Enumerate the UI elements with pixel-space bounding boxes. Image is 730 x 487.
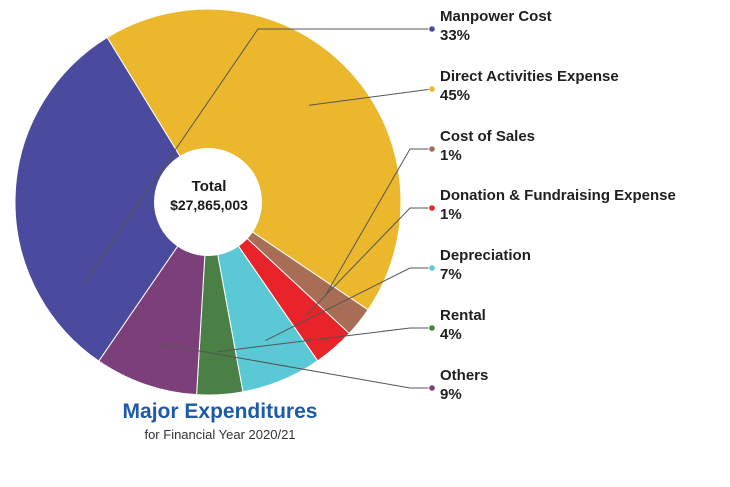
- leader-line-depreciation: [265, 267, 432, 342]
- slice-direct-activities-expense: [106, 8, 402, 311]
- leader-line-rental: [217, 327, 432, 353]
- legend-marker-direct-activities-expense: [428, 85, 436, 93]
- legend-label: Depreciation: [440, 247, 531, 264]
- leader-line-manpower-cost: [82, 28, 432, 286]
- legend-marker-donation-and-fundraising-expense: [428, 204, 436, 212]
- center-label: Total: [191, 178, 227, 195]
- legend-percent: 1%: [440, 206, 462, 223]
- legend-label: Cost of Sales: [440, 128, 536, 145]
- legend-label: Rental: [440, 307, 486, 324]
- leader-line-others: [159, 343, 432, 389]
- legend-percent: 45%: [440, 87, 471, 104]
- legend-item-manpower-cost: Manpower Cost 33%: [440, 7, 552, 46]
- leader-lines-layer: [82, 25, 436, 392]
- legend-percent: 7%: [440, 266, 462, 283]
- legend-percent: 9%: [440, 386, 462, 403]
- slice-manpower-cost: [14, 36, 209, 362]
- legend-item-direct-activities-expense: Direct Activities Expense 45%: [440, 67, 619, 106]
- legend-item-donation-fundraising-expense: Donation & Fundraising Expense 1%: [440, 186, 676, 225]
- leader-line-donation-and-fundraising-expense: [305, 207, 432, 316]
- legend-percent: 4%: [440, 326, 462, 343]
- legend-percent: 33%: [440, 27, 471, 44]
- legend-label: Manpower Cost: [440, 8, 552, 25]
- legend-label: Donation & Fundraising Expense: [440, 187, 676, 204]
- legend-marker-manpower-cost: [428, 25, 436, 33]
- donut-hole: [154, 148, 262, 256]
- center-total-value: $27,865,003: [170, 197, 248, 213]
- legend-marker-depreciation: [428, 264, 436, 272]
- legend-item-rental: Rental 4%: [440, 306, 486, 345]
- legend-marker-rental: [428, 324, 436, 332]
- leader-line-cost-of-sales: [325, 148, 432, 296]
- legend-label: Direct Activities Expense: [440, 68, 619, 85]
- legend-item-cost-of-sales: Cost of Sales 1%: [440, 127, 535, 166]
- chart-subtitle: for Financial Year 2020/21: [144, 427, 296, 442]
- legend-item-others: Others 9%: [440, 366, 488, 405]
- legend-marker-others: [428, 384, 436, 392]
- slices-layer: [14, 8, 402, 396]
- slice-others: [98, 200, 209, 396]
- chart-title-block: Major Expenditures for Financial Year 20…: [70, 398, 370, 444]
- legend-label: Others: [440, 367, 489, 384]
- legend-percent: 1%: [440, 147, 462, 164]
- legend-marker-cost-of-sales: [428, 145, 436, 153]
- chart-title: Major Expenditures: [122, 400, 318, 423]
- center-total: Total $27,865,003: [160, 177, 258, 215]
- leader-line-direct-activities-expense: [309, 88, 433, 106]
- legend-item-depreciation: Depreciation 7%: [440, 246, 531, 285]
